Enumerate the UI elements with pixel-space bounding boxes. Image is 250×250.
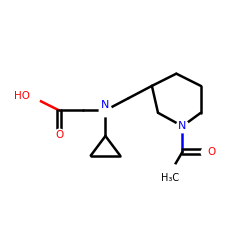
Text: N: N — [178, 121, 187, 131]
Text: O: O — [55, 130, 63, 140]
Text: H₃C: H₃C — [161, 173, 179, 183]
Text: O: O — [207, 147, 215, 157]
Text: N: N — [101, 100, 110, 110]
Text: HO: HO — [14, 91, 30, 101]
